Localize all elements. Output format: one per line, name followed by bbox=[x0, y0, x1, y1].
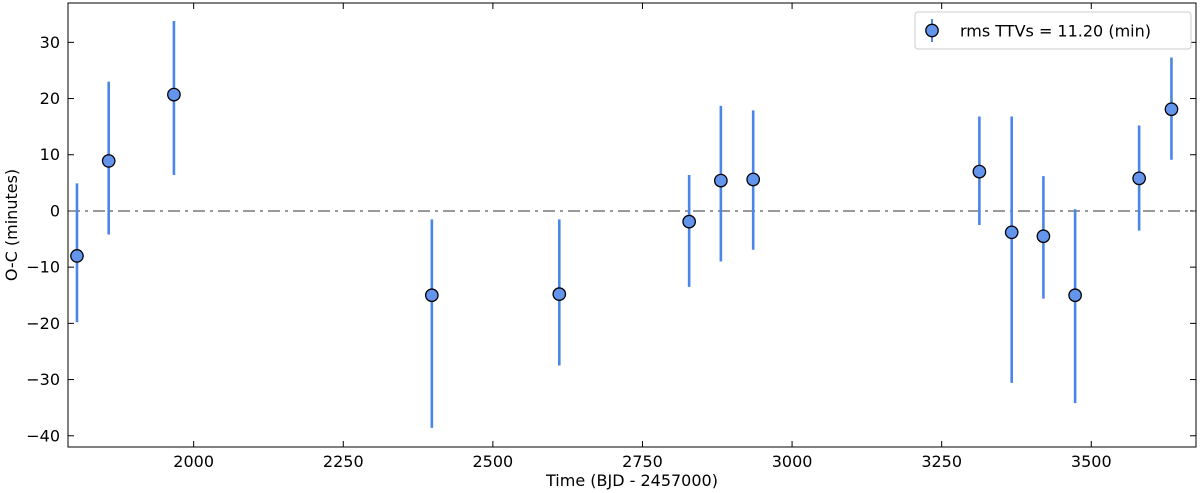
y-tick-label: −10 bbox=[26, 258, 60, 277]
x-tick-label: 3250 bbox=[921, 452, 962, 471]
x-axis-label: Time (BJD - 2457000) bbox=[545, 471, 718, 490]
data-points bbox=[70, 87, 1179, 303]
data-point bbox=[1132, 171, 1147, 186]
x-tick-label: 2750 bbox=[622, 452, 663, 471]
x-tick-label: 2500 bbox=[473, 452, 514, 471]
y-tick-label: 0 bbox=[50, 201, 60, 220]
x-tick-label: 3500 bbox=[1071, 452, 1112, 471]
error-bars bbox=[75, 20, 1173, 428]
x-tick-label: 2250 bbox=[323, 452, 364, 471]
y-tick-label: −40 bbox=[26, 426, 60, 445]
data-point bbox=[167, 87, 181, 102]
data-point bbox=[70, 249, 84, 263]
data-point bbox=[972, 164, 987, 179]
legend: rms TTVs = 11.20 (min) bbox=[914, 11, 1192, 50]
x-tick-label: 2000 bbox=[173, 452, 214, 471]
legend-marker bbox=[925, 23, 939, 38]
data-point bbox=[1004, 225, 1019, 240]
plot-frame bbox=[67, 2, 1197, 448]
data-point bbox=[746, 172, 761, 187]
legend-label: rms TTVs = 11.20 (min) bbox=[960, 22, 1151, 41]
y-tick-label: −30 bbox=[26, 370, 60, 389]
y-tick-label: 20 bbox=[40, 89, 60, 108]
y-axis-label: O-C (minutes) bbox=[2, 169, 21, 281]
data-point bbox=[101, 154, 116, 168]
data-point bbox=[424, 288, 439, 303]
data-point bbox=[552, 287, 567, 301]
data-point bbox=[1164, 102, 1179, 117]
data-point bbox=[1036, 229, 1051, 244]
data-point bbox=[1068, 288, 1082, 303]
legend-box bbox=[914, 11, 1192, 50]
x-tick-label: 3000 bbox=[772, 452, 813, 471]
data-point bbox=[682, 214, 696, 229]
data-point bbox=[714, 173, 728, 188]
y-tick-label: 30 bbox=[40, 33, 60, 52]
axis-ticks: 2000 2250 2500 2750 3000 3250 3500 −40 −30 −20 −10… bbox=[26, 3, 1196, 471]
y-tick-label: −20 bbox=[26, 314, 60, 333]
y-tick-label: 10 bbox=[40, 145, 60, 164]
